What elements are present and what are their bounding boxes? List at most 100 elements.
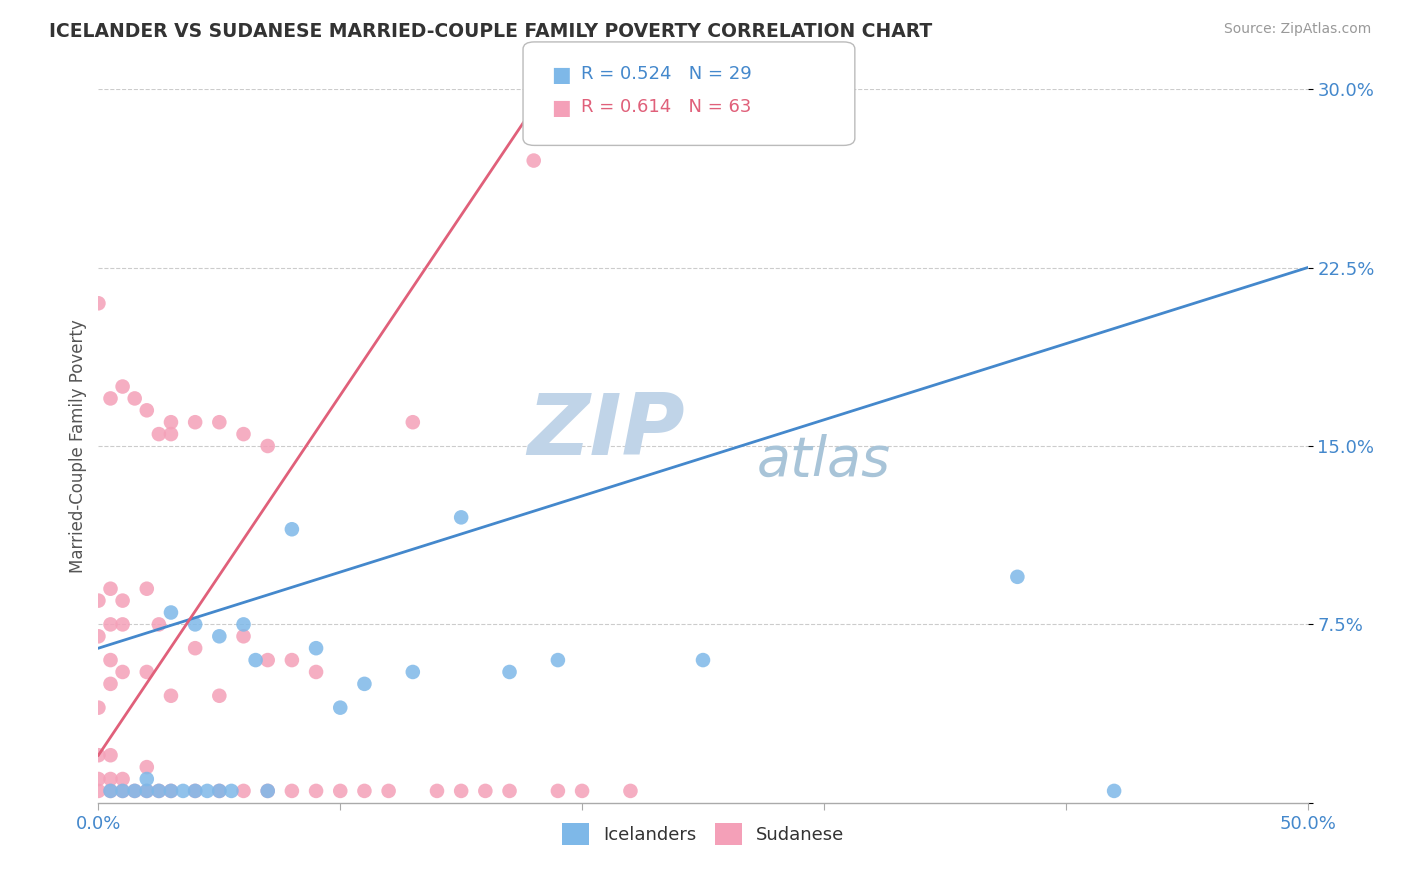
Point <box>111 784 134 798</box>
Legend: Icelanders, Sudanese: Icelanders, Sudanese <box>553 814 853 855</box>
Point <box>135 403 157 417</box>
Point <box>160 427 183 442</box>
Point <box>111 784 134 798</box>
Point <box>305 641 328 656</box>
Point <box>256 784 278 798</box>
Point <box>184 617 207 632</box>
Point <box>208 784 231 798</box>
Point <box>619 784 641 798</box>
Text: Source: ZipAtlas.com: Source: ZipAtlas.com <box>1223 22 1371 37</box>
Point <box>184 784 207 798</box>
Point <box>256 653 278 667</box>
Point <box>160 784 183 798</box>
Point <box>100 617 122 632</box>
Point <box>160 415 183 429</box>
Point <box>111 772 134 786</box>
Point <box>692 653 714 667</box>
Point <box>87 772 110 786</box>
Point <box>184 641 207 656</box>
Point <box>100 784 122 798</box>
Text: R = 0.524   N = 29: R = 0.524 N = 29 <box>581 65 751 83</box>
Point <box>111 379 134 393</box>
Point <box>232 617 254 632</box>
Point <box>523 153 546 168</box>
Point <box>87 784 110 798</box>
Point <box>450 784 472 798</box>
Point <box>353 677 375 691</box>
Point <box>172 784 194 798</box>
Point <box>281 653 304 667</box>
Point <box>111 665 134 679</box>
Text: ■: ■ <box>551 98 571 118</box>
Y-axis label: Married-Couple Family Poverty: Married-Couple Family Poverty <box>69 319 87 573</box>
Point <box>160 689 183 703</box>
Point <box>87 296 110 310</box>
Point <box>232 629 254 643</box>
Point <box>148 784 170 798</box>
Point <box>329 700 352 714</box>
Point <box>100 772 122 786</box>
Point <box>426 784 449 798</box>
Point <box>148 784 170 798</box>
Text: ■: ■ <box>551 65 571 85</box>
Point <box>100 392 122 406</box>
Point <box>195 784 218 798</box>
Point <box>87 700 110 714</box>
Point <box>100 582 122 596</box>
Point <box>160 784 183 798</box>
Point <box>135 784 157 798</box>
Point <box>402 415 425 429</box>
Point <box>111 593 134 607</box>
Point <box>1007 570 1029 584</box>
Point <box>232 427 254 442</box>
Point <box>571 784 593 798</box>
Point <box>498 784 520 798</box>
Point <box>377 784 399 798</box>
Point <box>124 784 146 798</box>
Point <box>208 415 231 429</box>
Text: ZIP: ZIP <box>527 390 685 474</box>
Point <box>124 392 146 406</box>
Point <box>100 677 122 691</box>
Point <box>547 784 569 798</box>
Point <box>353 784 375 798</box>
Point <box>135 760 157 774</box>
Point <box>281 784 304 798</box>
Point <box>148 427 170 442</box>
Point <box>184 784 207 798</box>
Point <box>498 665 520 679</box>
Point <box>547 653 569 667</box>
Point <box>87 748 110 763</box>
Point <box>208 689 231 703</box>
Point <box>100 653 122 667</box>
Point <box>160 606 183 620</box>
Point <box>305 665 328 679</box>
Point <box>124 784 146 798</box>
Point <box>281 522 304 536</box>
Point <box>1102 784 1125 798</box>
Point <box>402 665 425 679</box>
Point <box>100 784 122 798</box>
Point <box>474 784 496 798</box>
Point <box>305 784 328 798</box>
Point <box>135 582 157 596</box>
Point <box>256 439 278 453</box>
Point <box>184 415 207 429</box>
Text: atlas: atlas <box>756 434 891 487</box>
Point <box>100 748 122 763</box>
Point <box>87 593 110 607</box>
Point <box>208 784 231 798</box>
Point <box>148 617 170 632</box>
Point <box>111 617 134 632</box>
Text: R = 0.614   N = 63: R = 0.614 N = 63 <box>581 98 751 116</box>
Point <box>450 510 472 524</box>
Point <box>135 665 157 679</box>
Point <box>208 629 231 643</box>
Point <box>245 653 267 667</box>
Point <box>135 784 157 798</box>
Point <box>256 784 278 798</box>
Text: ICELANDER VS SUDANESE MARRIED-COUPLE FAMILY POVERTY CORRELATION CHART: ICELANDER VS SUDANESE MARRIED-COUPLE FAM… <box>49 22 932 41</box>
Point <box>135 772 157 786</box>
Point <box>329 784 352 798</box>
Point <box>221 784 243 798</box>
